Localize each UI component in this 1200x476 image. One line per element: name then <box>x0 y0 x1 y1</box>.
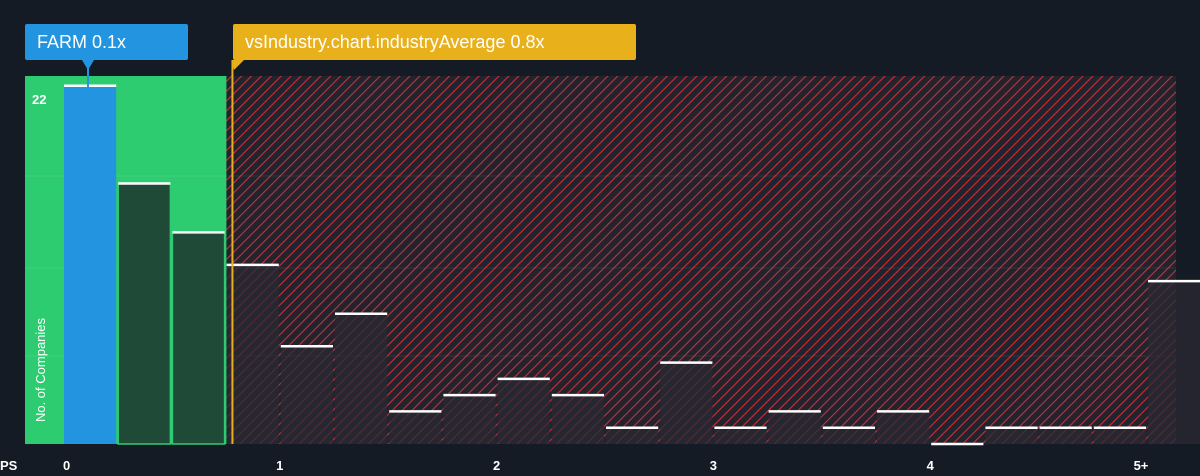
bar <box>1093 427 1146 444</box>
bar <box>443 395 496 444</box>
bar <box>1039 427 1092 444</box>
x-tick-label: 1 <box>276 458 283 473</box>
x-tick-label: 2 <box>493 458 500 473</box>
x-tick-label: 0 <box>63 458 70 473</box>
y-tick-label: 22 <box>32 92 46 107</box>
bar <box>768 411 821 444</box>
bar <box>551 395 604 444</box>
bar <box>280 346 333 444</box>
bar <box>389 411 442 444</box>
x-tick-label: 5+ <box>1134 458 1149 473</box>
bar <box>64 85 117 445</box>
bar <box>171 231 226 445</box>
bar <box>660 362 713 444</box>
bar <box>117 182 172 445</box>
company-callout-arrow <box>82 60 94 70</box>
bar <box>335 313 388 444</box>
x-tick-label: 3 <box>710 458 717 473</box>
bar <box>985 427 1038 444</box>
bar <box>606 427 659 444</box>
industry-average-callout: vsIndustry.chart.industryAverage 0.8x <box>233 24 636 60</box>
bar <box>822 427 875 444</box>
y-axis-label: No. of Companies <box>33 317 48 422</box>
bar <box>714 427 767 444</box>
company-callout: FARM 0.1x <box>25 24 188 60</box>
bar <box>1148 281 1200 444</box>
x-tick-label: 4 <box>927 458 935 473</box>
bar <box>497 378 550 444</box>
x-axis-label: PS <box>0 458 18 473</box>
bar <box>226 264 279 444</box>
industry-callout-arrow <box>232 60 244 70</box>
bar <box>877 411 930 444</box>
